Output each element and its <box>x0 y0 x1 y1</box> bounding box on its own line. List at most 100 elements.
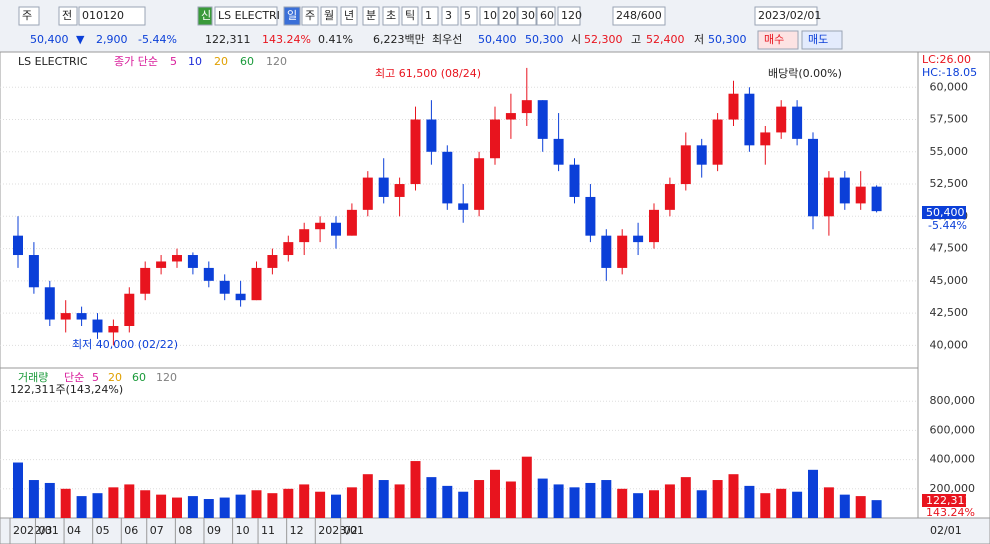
toolbar-label[interactable]: 248/600 <box>616 9 662 22</box>
toolbar-button[interactable] <box>214 6 278 26</box>
right-axis <box>917 51 990 519</box>
candle-body <box>553 138 564 165</box>
toolbar-label[interactable]: 신 <box>201 9 211 22</box>
toolbar-label[interactable]: 10 <box>483 9 497 22</box>
toolbar-label[interactable]: 년 <box>344 9 354 22</box>
toolbar-button[interactable] <box>536 6 556 26</box>
toolbar-button[interactable] <box>18 6 40 26</box>
ma-legend: 60 <box>240 55 254 68</box>
toolbar-label[interactable]: 60 <box>540 9 554 22</box>
volume-bar <box>633 493 644 518</box>
toolbar-label[interactable]: 월 <box>324 9 334 22</box>
toolbar-button[interactable] <box>479 6 499 26</box>
toolbar-label[interactable]: 주 <box>22 9 32 22</box>
toolbar-button[interactable] <box>401 6 419 26</box>
panel-title: LS ELECTRIC <box>18 55 88 68</box>
ma-legend: 60 <box>132 371 146 384</box>
toolbar-label[interactable]: 120 <box>561 9 582 22</box>
volume-bar <box>521 456 532 518</box>
info-value: 2,900 <box>96 33 128 46</box>
volume-bar <box>124 484 135 518</box>
y-tick-label: 47,500 <box>930 242 969 255</box>
toolbar-button[interactable] <box>197 6 213 26</box>
toolbar-button[interactable] <box>78 6 146 26</box>
toolbar-label[interactable]: 20 <box>502 9 516 22</box>
toolbar-button[interactable] <box>557 6 581 26</box>
volume-bar <box>505 481 516 518</box>
annotation-low: 최저 40,000 (02/22) <box>72 338 178 351</box>
toolbar-button[interactable] <box>517 6 537 26</box>
toolbar-button[interactable] <box>754 6 818 26</box>
toolbar-label[interactable]: 전 <box>62 9 72 22</box>
candle-body <box>156 261 167 268</box>
y-tick-label: 40,000 <box>930 338 969 351</box>
x-tick-label: 12 <box>290 524 304 537</box>
volume-bar <box>108 487 119 518</box>
candle-body <box>474 158 485 210</box>
candle-body <box>76 313 87 320</box>
volume-bar <box>28 480 39 518</box>
toolbar-label[interactable]: 틱 <box>405 9 415 22</box>
candle-body <box>203 267 214 281</box>
volume-bar <box>187 496 198 518</box>
toolbar-button[interactable] <box>362 6 380 26</box>
toolbar-button[interactable] <box>301 6 319 26</box>
candle-body <box>124 293 135 326</box>
toolbar-button[interactable] <box>283 6 301 26</box>
info-value: 최우선 <box>432 33 462 46</box>
trade-button[interactable] <box>757 30 799 50</box>
x-tick-label: 03 <box>38 524 52 537</box>
candle-body <box>585 196 596 236</box>
info-value: 고 <box>631 33 641 46</box>
volume-bar <box>585 482 596 518</box>
candle-body <box>792 106 803 139</box>
toolbar-button[interactable] <box>320 6 338 26</box>
volume-bar <box>553 484 564 518</box>
toolbar-label[interactable]: 2023/02/01 <box>758 9 821 22</box>
candle-body <box>617 235 628 268</box>
candle-body <box>649 209 659 243</box>
toolbar-button[interactable] <box>382 6 400 26</box>
info-value: 저 <box>694 33 704 46</box>
toolbar-button[interactable] <box>421 6 439 26</box>
volume-bar <box>855 496 866 518</box>
toolbar-button[interactable] <box>441 6 459 26</box>
toolbar-button[interactable] <box>58 6 78 26</box>
toolbar-label[interactable]: 주 <box>305 9 315 22</box>
ma-legend: 120 <box>266 55 287 68</box>
toolbar-label[interactable]: LS ELECTRI <box>218 9 280 22</box>
volume-bar <box>601 480 612 518</box>
ma-legend: 20 <box>108 371 122 384</box>
toolbar-label[interactable]: 5 <box>464 9 471 22</box>
volume-bar <box>569 487 580 518</box>
volume-bar <box>410 461 421 518</box>
toolbar-label[interactable]: 초 <box>386 9 396 22</box>
x-tick-label: 10 <box>236 524 250 537</box>
toolbar-button[interactable] <box>498 6 518 26</box>
toolbar-label[interactable]: 010120 <box>82 9 124 22</box>
volume-bar <box>44 482 55 518</box>
toolbar-label[interactable]: 3 <box>445 9 452 22</box>
volume-bar <box>346 487 357 518</box>
info-value: 50,400 <box>30 33 69 46</box>
toolbar-label[interactable]: 일 <box>287 8 297 22</box>
toolbar-label[interactable]: 분 <box>366 9 376 22</box>
trade-button[interactable] <box>801 30 843 50</box>
candle-body <box>283 242 294 256</box>
candle-body <box>378 177 389 197</box>
toolbar-button[interactable] <box>612 6 666 26</box>
toolbar-button[interactable] <box>460 6 478 26</box>
candle-body <box>251 267 262 301</box>
toolbar-button[interactable] <box>340 6 358 26</box>
candle-body <box>458 203 469 210</box>
info-value[interactable]: 매도 <box>808 33 828 46</box>
ma-legend: 120 <box>156 371 177 384</box>
info-value[interactable]: 매수 <box>764 33 784 46</box>
volume-bar <box>362 474 373 518</box>
x-tick-label: 02 <box>344 524 358 537</box>
volume-bar <box>808 469 818 518</box>
y-tick-label: 55,000 <box>930 145 969 158</box>
toolbar-label[interactable]: 1 <box>425 9 432 22</box>
candle-body <box>537 100 548 139</box>
toolbar-label[interactable]: 30 <box>521 9 535 22</box>
